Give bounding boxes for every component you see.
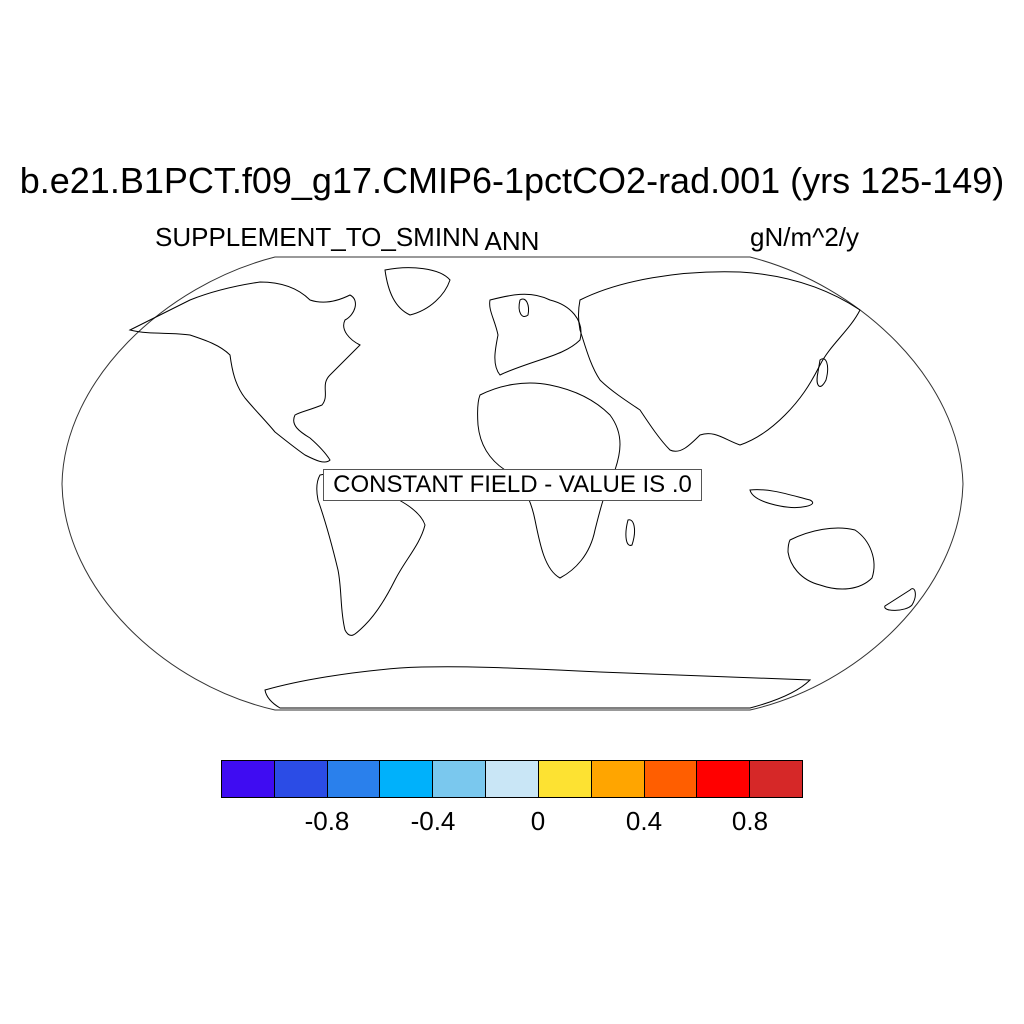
colorbar-label: -0.4 bbox=[410, 806, 456, 836]
colorbar-swatch bbox=[644, 761, 698, 797]
greenland-coast bbox=[384, 267, 451, 316]
colorbar-swatch bbox=[380, 761, 434, 797]
colorbar-swatch bbox=[486, 761, 539, 797]
colorbar-swatch bbox=[433, 761, 487, 797]
colorbar-swatch bbox=[591, 761, 645, 797]
colorbar-label: 0.8 bbox=[731, 806, 769, 836]
japan-coast bbox=[816, 358, 829, 387]
north-america-coast bbox=[128, 281, 361, 463]
colorbar-label: -0.8 bbox=[304, 806, 350, 836]
uk-coast bbox=[518, 298, 529, 317]
colorbar-swatch bbox=[274, 761, 328, 797]
coastlines bbox=[128, 267, 916, 709]
colorbar-swatch bbox=[538, 761, 592, 797]
colorbar-swatch bbox=[222, 761, 275, 797]
variable-label: SUPPLEMENT_TO_SMINN bbox=[155, 222, 480, 252]
period-label: ANN bbox=[484, 226, 540, 256]
map-outline bbox=[61, 256, 964, 711]
constant-field-notice: CONSTANT FIELD - VALUE IS .0 bbox=[323, 469, 702, 501]
asia-coast bbox=[578, 271, 861, 452]
europe-coast bbox=[489, 293, 582, 376]
units-label: gN/m^2/y bbox=[750, 222, 860, 252]
plot-title: b.e21.B1PCT.f09_g17.CMIP6-1pctCO2-rad.00… bbox=[19, 160, 1005, 201]
colorbar-swatch bbox=[327, 761, 381, 797]
australia-coast bbox=[787, 527, 875, 590]
antarctica-coast bbox=[264, 666, 812, 709]
colorbar-swatch bbox=[750, 761, 802, 797]
colorbar-label: 0 bbox=[530, 806, 546, 836]
colorbar bbox=[221, 760, 803, 798]
indonesia-coast bbox=[749, 489, 813, 508]
new-zealand-coast bbox=[884, 588, 916, 611]
madagascar-coast bbox=[625, 519, 636, 546]
africa-coast bbox=[477, 382, 621, 579]
colorbar-swatch bbox=[697, 761, 751, 797]
colorbar-label: 0.4 bbox=[625, 806, 663, 836]
